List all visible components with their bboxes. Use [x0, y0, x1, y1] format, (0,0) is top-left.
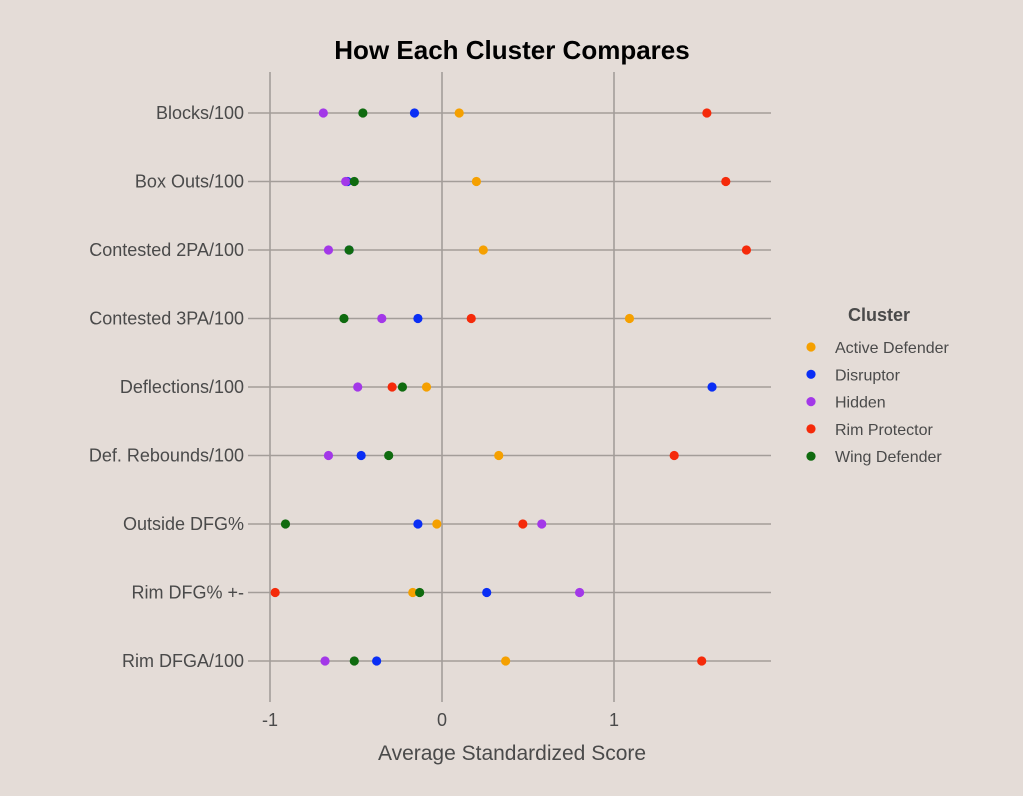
data-point: [349, 656, 359, 666]
data-point: [501, 656, 511, 666]
data-points: [270, 108, 752, 666]
legend-title: Cluster: [848, 305, 910, 325]
legend-label: Wing Defender: [835, 449, 942, 466]
x-tick-label: 1: [609, 710, 619, 730]
data-point: [270, 587, 280, 598]
y-tick-label: Rim DFG% +-: [132, 583, 245, 603]
data-point: [721, 176, 731, 187]
data-point: [478, 245, 488, 255]
data-point: [341, 176, 351, 187]
legend-label: Hidden: [835, 395, 886, 412]
data-point: [349, 176, 359, 187]
x-axis-title: Average Standardized Score: [378, 742, 646, 765]
y-tick-label: Rim DFGA/100: [122, 651, 244, 671]
data-point: [384, 450, 394, 461]
x-tick-labels: -1 0 1: [262, 710, 619, 730]
data-point: [323, 450, 334, 461]
data-point: [377, 313, 387, 324]
data-point: [409, 108, 420, 118]
data-point: [494, 450, 504, 461]
legend-swatch: [806, 369, 816, 379]
data-point: [320, 656, 330, 666]
data-point: [624, 313, 635, 324]
y-tick-labels: Blocks/100 Box Outs/100 Contested 2PA/100 C…: [89, 103, 244, 671]
data-point: [421, 382, 432, 392]
data-point: [358, 108, 368, 118]
y-tick-label: Blocks/100: [156, 103, 244, 123]
data-point: [344, 245, 354, 255]
data-point: [707, 382, 717, 392]
grid-layer: [248, 72, 771, 702]
data-point: [339, 313, 349, 324]
data-point: [697, 656, 707, 666]
legend-label: Rim Protector: [835, 422, 933, 439]
data-point: [741, 245, 752, 255]
legend-swatch: [806, 342, 816, 352]
data-point: [669, 450, 679, 461]
x-tick-label: -1: [262, 710, 278, 730]
data-point: [413, 313, 423, 324]
data-point: [397, 382, 408, 392]
data-point: [454, 108, 464, 118]
y-tick-label: Deflections/100: [120, 377, 244, 397]
data-point: [372, 656, 382, 666]
x-tick-label: 0: [437, 710, 447, 730]
y-tick-label: Box Outs/100: [135, 172, 244, 192]
y-tick-label: Outside DFG%: [123, 514, 244, 534]
data-point: [353, 382, 363, 392]
data-point: [387, 382, 397, 392]
legend-label: Disruptor: [835, 367, 901, 384]
data-point: [280, 519, 291, 529]
data-point: [471, 176, 481, 187]
y-tick-label: Contested 2PA/100: [89, 240, 244, 260]
data-point: [482, 587, 492, 598]
data-point: [466, 313, 476, 324]
data-point: [415, 587, 425, 598]
chart-title: How Each Cluster Compares: [334, 35, 689, 65]
data-point: [537, 519, 547, 529]
data-point: [702, 108, 712, 118]
y-tick-label: Contested 3PA/100: [89, 309, 244, 329]
data-point: [432, 519, 442, 529]
y-tick-label: Def. Rebounds/100: [89, 446, 244, 466]
data-point: [318, 108, 328, 118]
legend-swatch: [806, 397, 816, 407]
data-point: [575, 587, 585, 598]
data-point: [356, 450, 366, 461]
legend-label: Active Defender: [835, 340, 950, 357]
data-point: [413, 519, 423, 529]
data-point: [408, 587, 418, 598]
legend: Cluster Active Defender Disruptor Hidden Ri…: [806, 305, 950, 466]
data-point: [518, 519, 528, 529]
legend-swatch: [806, 451, 816, 461]
data-point: [323, 245, 334, 255]
legend-swatch: [806, 424, 816, 434]
